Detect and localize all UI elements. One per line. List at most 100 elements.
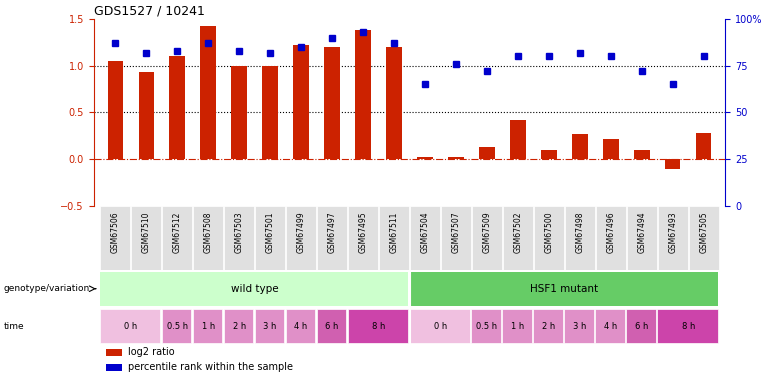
- FancyBboxPatch shape: [471, 309, 502, 343]
- Bar: [386, 47, 402, 159]
- FancyBboxPatch shape: [286, 206, 316, 270]
- Text: GSM67510: GSM67510: [142, 211, 151, 253]
- Text: GSM67495: GSM67495: [359, 211, 367, 253]
- FancyBboxPatch shape: [565, 206, 594, 270]
- Text: 0 h: 0 h: [124, 322, 137, 331]
- Text: GSM67498: GSM67498: [576, 211, 584, 253]
- Bar: [139, 72, 154, 159]
- FancyBboxPatch shape: [534, 309, 563, 343]
- Text: GDS1527 / 10241: GDS1527 / 10241: [94, 4, 204, 18]
- FancyBboxPatch shape: [317, 309, 346, 343]
- Text: log2 ratio: log2 ratio: [129, 347, 175, 357]
- FancyBboxPatch shape: [658, 206, 688, 270]
- Bar: [106, 364, 122, 371]
- Text: GSM67499: GSM67499: [296, 211, 306, 253]
- FancyBboxPatch shape: [255, 206, 285, 270]
- FancyBboxPatch shape: [100, 272, 408, 306]
- FancyBboxPatch shape: [626, 309, 656, 343]
- FancyBboxPatch shape: [379, 206, 409, 270]
- Text: GSM67493: GSM67493: [668, 211, 677, 253]
- FancyBboxPatch shape: [193, 206, 223, 270]
- FancyBboxPatch shape: [131, 206, 161, 270]
- FancyBboxPatch shape: [225, 206, 254, 270]
- Bar: [356, 30, 370, 159]
- Text: GSM67504: GSM67504: [420, 211, 430, 253]
- Text: GSM67511: GSM67511: [389, 211, 399, 253]
- Bar: [665, 159, 680, 169]
- Bar: [262, 66, 278, 159]
- FancyBboxPatch shape: [348, 309, 408, 343]
- Text: 1 h: 1 h: [201, 322, 215, 331]
- Text: 4 h: 4 h: [604, 322, 618, 331]
- Text: GSM67497: GSM67497: [328, 211, 337, 253]
- Text: GSM67494: GSM67494: [637, 211, 647, 253]
- FancyBboxPatch shape: [410, 272, 718, 306]
- FancyBboxPatch shape: [441, 206, 471, 270]
- Text: 2 h: 2 h: [232, 322, 246, 331]
- FancyBboxPatch shape: [285, 309, 315, 343]
- Text: GSM67512: GSM67512: [172, 211, 182, 253]
- Text: time: time: [4, 322, 24, 331]
- Text: percentile rank within the sample: percentile rank within the sample: [129, 362, 293, 372]
- Bar: [417, 157, 433, 159]
- Bar: [479, 147, 495, 159]
- Text: 3 h: 3 h: [264, 322, 277, 331]
- Text: GSM67507: GSM67507: [452, 211, 460, 253]
- Bar: [293, 45, 309, 159]
- Text: GSM67502: GSM67502: [513, 211, 523, 253]
- Text: 0.5 h: 0.5 h: [477, 322, 498, 331]
- Text: GSM67500: GSM67500: [544, 211, 553, 253]
- FancyBboxPatch shape: [410, 309, 470, 343]
- FancyBboxPatch shape: [534, 206, 564, 270]
- Text: GSM67509: GSM67509: [482, 211, 491, 253]
- FancyBboxPatch shape: [410, 206, 440, 270]
- Text: 8 h: 8 h: [372, 322, 385, 331]
- Text: 2 h: 2 h: [542, 322, 555, 331]
- FancyBboxPatch shape: [193, 309, 222, 343]
- Text: GSM67505: GSM67505: [699, 211, 708, 253]
- FancyBboxPatch shape: [596, 206, 626, 270]
- Text: 8 h: 8 h: [682, 322, 695, 331]
- Bar: [106, 349, 122, 356]
- Text: GSM67506: GSM67506: [111, 211, 120, 253]
- Text: GSM67503: GSM67503: [235, 211, 243, 253]
- Bar: [541, 150, 557, 159]
- FancyBboxPatch shape: [224, 309, 254, 343]
- Bar: [324, 47, 340, 159]
- FancyBboxPatch shape: [317, 206, 347, 270]
- FancyBboxPatch shape: [101, 206, 130, 270]
- FancyBboxPatch shape: [161, 309, 191, 343]
- Text: 6 h: 6 h: [325, 322, 339, 331]
- Text: 0 h: 0 h: [434, 322, 447, 331]
- Bar: [169, 56, 185, 159]
- Bar: [603, 139, 619, 159]
- Bar: [696, 133, 711, 159]
- Bar: [108, 61, 123, 159]
- FancyBboxPatch shape: [348, 206, 378, 270]
- FancyBboxPatch shape: [595, 309, 625, 343]
- FancyBboxPatch shape: [627, 206, 657, 270]
- Text: 6 h: 6 h: [635, 322, 648, 331]
- Text: HSF1 mutant: HSF1 mutant: [530, 284, 598, 294]
- Bar: [232, 66, 247, 159]
- Text: 1 h: 1 h: [511, 322, 524, 331]
- Text: genotype/variation: genotype/variation: [4, 284, 90, 293]
- Text: 4 h: 4 h: [295, 322, 308, 331]
- Bar: [510, 120, 526, 159]
- FancyBboxPatch shape: [658, 309, 718, 343]
- FancyBboxPatch shape: [689, 206, 718, 270]
- FancyBboxPatch shape: [100, 309, 161, 343]
- FancyBboxPatch shape: [254, 309, 285, 343]
- FancyBboxPatch shape: [565, 309, 594, 343]
- FancyBboxPatch shape: [472, 206, 502, 270]
- FancyBboxPatch shape: [162, 206, 192, 270]
- Bar: [572, 134, 587, 159]
- Bar: [448, 157, 463, 159]
- Text: GSM67508: GSM67508: [204, 211, 213, 253]
- FancyBboxPatch shape: [503, 206, 533, 270]
- FancyBboxPatch shape: [502, 309, 532, 343]
- Text: 3 h: 3 h: [573, 322, 587, 331]
- Text: 0.5 h: 0.5 h: [167, 322, 188, 331]
- Text: GSM67501: GSM67501: [266, 211, 275, 253]
- Bar: [200, 26, 216, 159]
